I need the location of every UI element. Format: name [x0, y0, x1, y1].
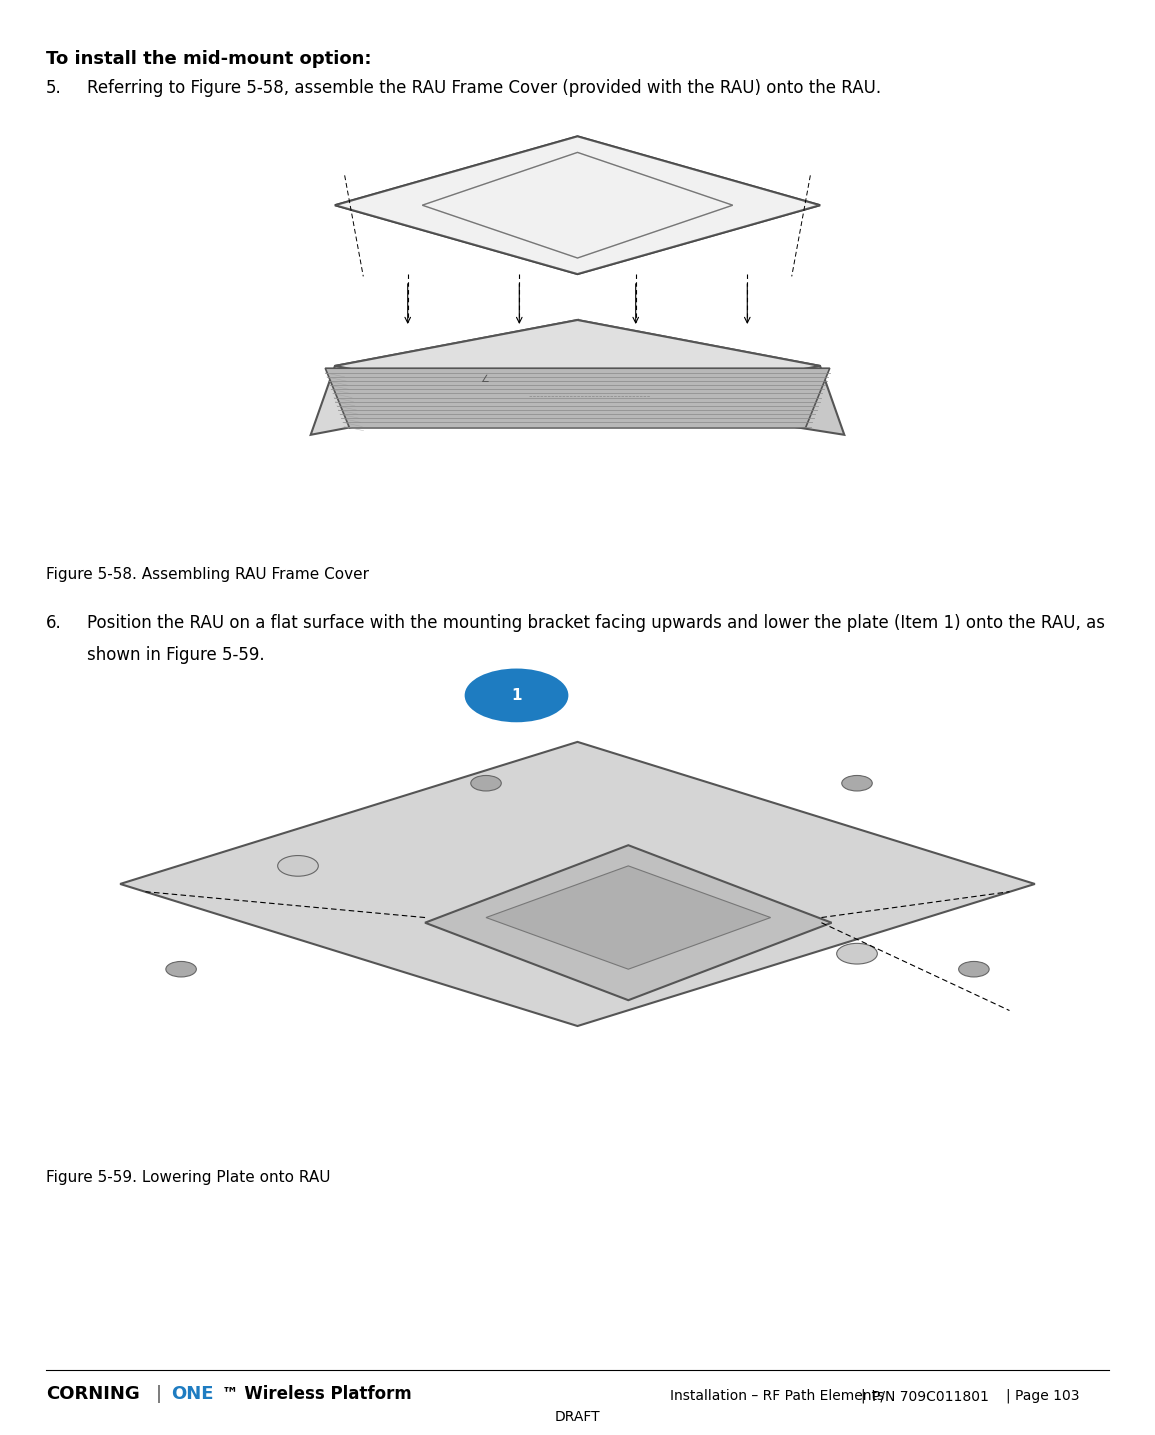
- Polygon shape: [335, 320, 820, 412]
- Text: |: |: [156, 1385, 162, 1403]
- Circle shape: [842, 775, 872, 791]
- Polygon shape: [425, 845, 832, 1000]
- Text: Figure 5-59. Lowering Plate onto RAU: Figure 5-59. Lowering Plate onto RAU: [46, 1170, 330, 1184]
- Text: ONE: ONE: [171, 1385, 214, 1403]
- Circle shape: [465, 670, 567, 722]
- Polygon shape: [335, 136, 820, 274]
- Text: CORNING: CORNING: [46, 1385, 140, 1403]
- Polygon shape: [553, 320, 844, 435]
- Text: Referring to Figure 5-58, assemble the RAU Frame Cover (provided with the RAU) o: Referring to Figure 5-58, assemble the R…: [87, 79, 881, 98]
- Polygon shape: [311, 320, 578, 435]
- Text: |: |: [860, 1389, 865, 1403]
- Text: Figure 5-58. Assembling RAU Frame Cover: Figure 5-58. Assembling RAU Frame Cover: [46, 567, 370, 581]
- Text: 1: 1: [512, 687, 522, 703]
- Polygon shape: [486, 865, 770, 969]
- Circle shape: [959, 961, 989, 977]
- Text: DRAFT: DRAFT: [554, 1409, 601, 1424]
- Text: Installation – RF Path Elements: Installation – RF Path Elements: [670, 1389, 884, 1403]
- Text: |: |: [1005, 1389, 1009, 1403]
- Text: ™ Wireless Platform: ™ Wireless Platform: [222, 1385, 411, 1403]
- Text: 5.: 5.: [46, 79, 62, 98]
- Text: ∠: ∠: [480, 375, 490, 385]
- Polygon shape: [120, 742, 1035, 1026]
- Circle shape: [166, 961, 196, 977]
- Text: Page 103: Page 103: [1015, 1389, 1080, 1403]
- Text: P/N 709C011801: P/N 709C011801: [872, 1389, 989, 1403]
- Text: 6.: 6.: [46, 614, 62, 633]
- Text: Position the RAU on a flat surface with the mounting bracket facing upwards and : Position the RAU on a flat surface with …: [87, 614, 1104, 633]
- Polygon shape: [335, 136, 820, 274]
- Text: shown in Figure 5-59.: shown in Figure 5-59.: [87, 646, 264, 664]
- Circle shape: [277, 855, 319, 877]
- Circle shape: [836, 943, 878, 964]
- Polygon shape: [326, 369, 829, 428]
- Text: To install the mid-mount option:: To install the mid-mount option:: [46, 50, 372, 69]
- Circle shape: [471, 775, 501, 791]
